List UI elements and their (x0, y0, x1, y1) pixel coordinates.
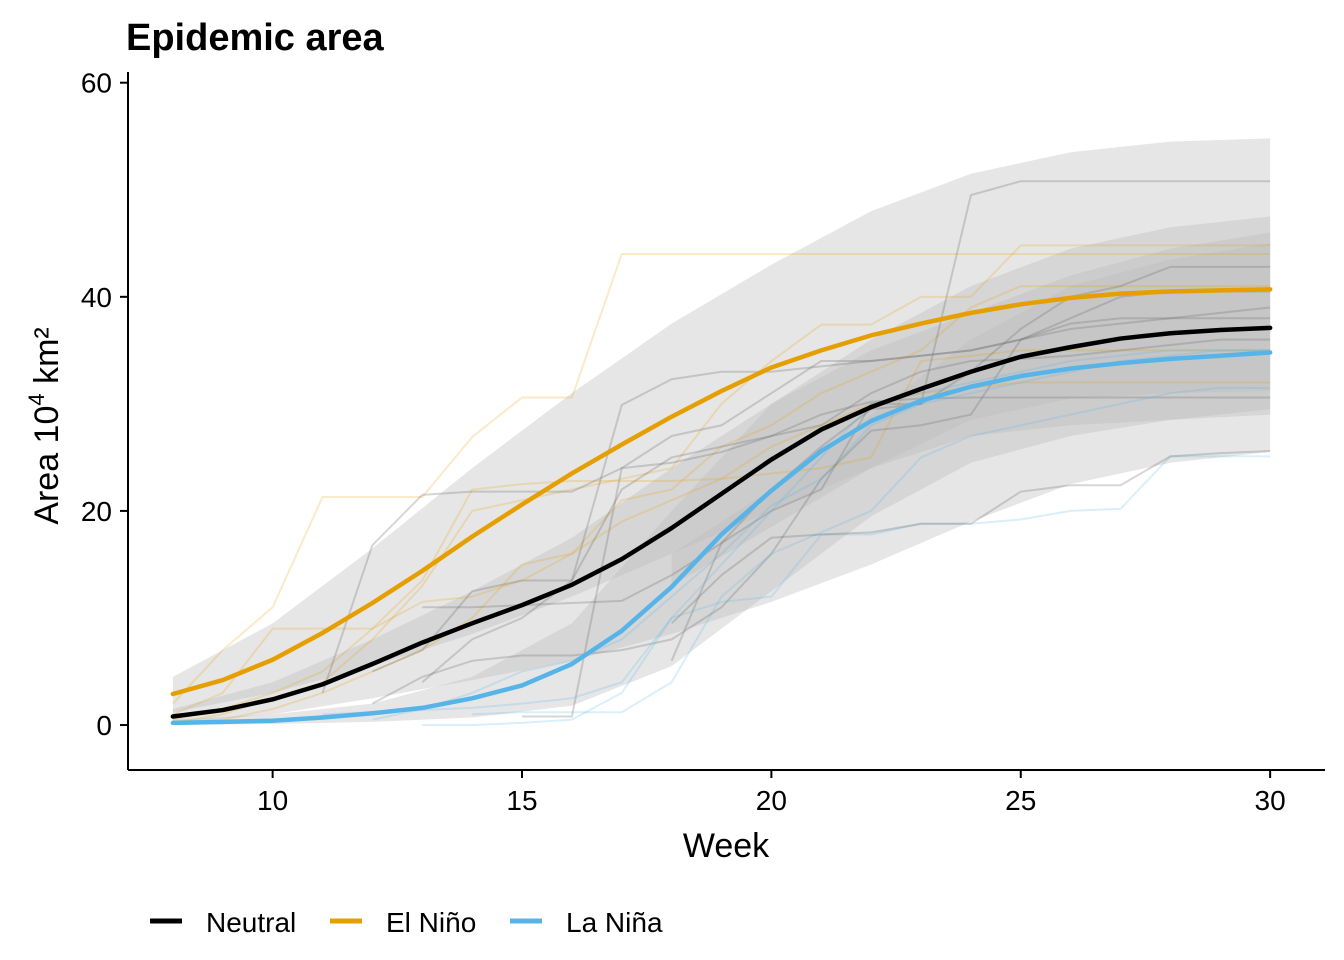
observed-line-neutral-6 (371, 306, 1271, 673)
observed-line-neutral-9 (371, 290, 1271, 705)
observed-line-el-nino-3 (172, 244, 1271, 724)
observed-line-el-nino-2 (172, 285, 1271, 721)
x-tick-label: 20 (756, 785, 787, 816)
series-line-el-nino (170, 287, 1273, 697)
observed-line-neutral-16 (670, 449, 1271, 625)
fitted-series-lines (170, 287, 1273, 726)
observed-line-neutral-5 (321, 317, 1271, 694)
x-tick-label: 30 (1255, 785, 1286, 816)
y-axis-title-superscript: 4 (24, 393, 49, 405)
y-tick-label: 0 (96, 710, 112, 741)
x-tick-label: 25 (1005, 785, 1036, 816)
y-tick-label: 40 (81, 282, 112, 313)
ribbon-el-nino-0 (172, 138, 1271, 713)
legend-label-neutral: Neutral (206, 907, 296, 938)
x-axis-title: Week (683, 827, 770, 865)
y-tick-label: 60 (81, 68, 112, 99)
ribbon-neutral-1 (172, 216, 1271, 723)
observed-line-el-nino-4 (172, 381, 1271, 725)
confidence-ribbons (172, 138, 1271, 726)
x-tick-label: 15 (506, 785, 537, 816)
x-axis-ticks: 10 15 20 25 30 (257, 770, 1286, 816)
observed-line-la-nina-14 (472, 386, 1271, 716)
legend: Neutral El Niño La Niña (150, 907, 663, 938)
plot-panel (170, 138, 1273, 727)
y-axis-title-suffix: km² (28, 327, 66, 393)
observed-line-la-nina-13 (422, 455, 1271, 727)
observed-line-la-nina-12 (322, 349, 1271, 716)
series-line-la-nina (170, 350, 1273, 726)
y-axis-ticks: 0 20 40 60 (81, 68, 128, 741)
legend-label-la-nina: La Niña (566, 907, 663, 938)
y-tick-label: 20 (81, 496, 112, 527)
observed-line-el-nino-0 (172, 252, 1271, 705)
legend-label-el-nino: El Niño (386, 907, 476, 938)
y-axis-title-prefix: Area 10 (28, 406, 66, 525)
observed-line-neutral-8 (670, 180, 1271, 662)
x-tick-label: 10 (257, 785, 288, 816)
ribbon-la-nina-2 (172, 232, 1271, 726)
series-line-neutral (170, 325, 1273, 719)
observed-line-el-nino-1 (172, 349, 1271, 716)
axes: 10 15 20 25 30 0 20 40 60 (81, 68, 1325, 816)
observed-line-neutral-7 (422, 265, 1271, 609)
ribbon-neutral-3 (671, 243, 1271, 586)
chart-title: Epidemic area (126, 17, 385, 59)
y-axis-title: Area 104 km² (24, 327, 66, 524)
